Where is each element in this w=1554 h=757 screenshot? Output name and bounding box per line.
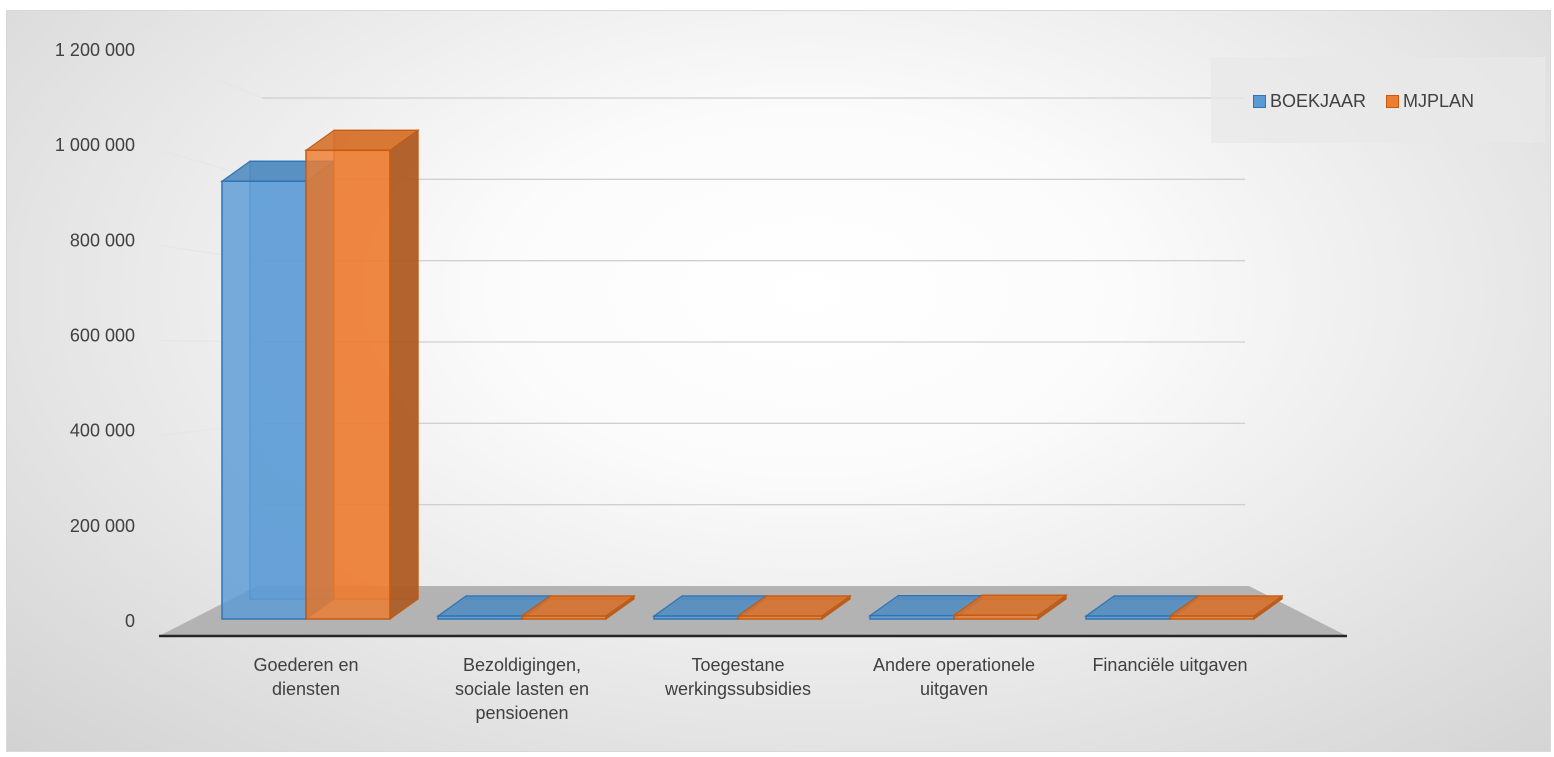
x-tick-label-line: Toegestane <box>691 655 784 675</box>
y-tick-label: 0 <box>125 611 135 631</box>
x-tick-label-line: Bezoldigingen, <box>463 655 581 675</box>
x-tick-label-line: diensten <box>272 679 340 699</box>
legend-label-boekjaar: BOEKJAAR <box>1270 91 1367 111</box>
x-tick-label: Andere operationele uitgaven <box>873 655 1035 699</box>
bar-front-face <box>437 615 523 620</box>
legend-item-mjplan: MJPLAN <box>1386 91 1474 112</box>
bar-front-face <box>653 615 739 620</box>
y-axis-ticks: 0 200 000 400 000 600 000 800 000 1 000 000 1 … <box>55 40 135 631</box>
x-tick-label-line: Goederen en <box>253 655 358 675</box>
legend-swatch-boekjaar <box>1253 95 1266 108</box>
legend-item-boekjaar: BOEKJAAR <box>1253 91 1366 112</box>
y-tick-label: 200 000 <box>70 516 135 536</box>
gridline-side <box>158 54 263 99</box>
y-tick-label: 600 000 <box>70 326 135 346</box>
y-tick-label: 800 000 <box>70 230 135 250</box>
x-tick-label: Goederen en diensten <box>253 655 358 699</box>
chart-svg: 0 200 000 400 000 600 000 800 000 1 000 000 1 … <box>55 40 1347 723</box>
bar-side-face <box>389 129 419 621</box>
y-tick-label: 1 000 000 <box>55 135 135 155</box>
x-tick-label-line: pensioenen <box>475 703 568 723</box>
x-tick-label: Financiële uitgaven <box>1092 655 1247 675</box>
x-tick-label-line: sociale lasten en <box>455 679 589 699</box>
bar-front-face <box>221 180 307 620</box>
y-tick-label: 1 200 000 <box>55 40 135 60</box>
bar-front-face <box>737 615 823 620</box>
bar-front-face <box>521 615 607 620</box>
x-tick-label-line: Andere operationele <box>873 655 1035 675</box>
chart-area: 0 200 000 400 000 600 000 800 000 1 000 000 1 … <box>6 10 1551 752</box>
x-tick-label: Toegestane werkingssubsidies <box>664 655 811 699</box>
legend-swatch-mjplan <box>1386 95 1399 108</box>
x-axis-labels: Goederen en diensten Bezoldigingen, sociale… <box>253 655 1247 723</box>
bar-front-face <box>305 149 391 620</box>
x-tick-label: Bezoldigingen, sociale lasten en pensioene… <box>455 655 589 723</box>
bar-front-face <box>869 614 955 620</box>
legend-label-mjplan: MJPLAN <box>1403 91 1475 111</box>
bar-front-face <box>1169 615 1255 620</box>
legend: BOEKJAAR MJPLAN <box>1211 57 1545 143</box>
bar-front-face <box>953 614 1039 620</box>
x-tick-label-line: uitgaven <box>920 679 988 699</box>
x-tick-label-line: Financiële uitgaven <box>1092 655 1247 675</box>
x-tick-label-line: werkingssubsidies <box>664 679 811 699</box>
bar-front-face <box>1085 615 1171 620</box>
y-tick-label: 400 000 <box>70 421 135 441</box>
bars <box>220 129 1284 621</box>
